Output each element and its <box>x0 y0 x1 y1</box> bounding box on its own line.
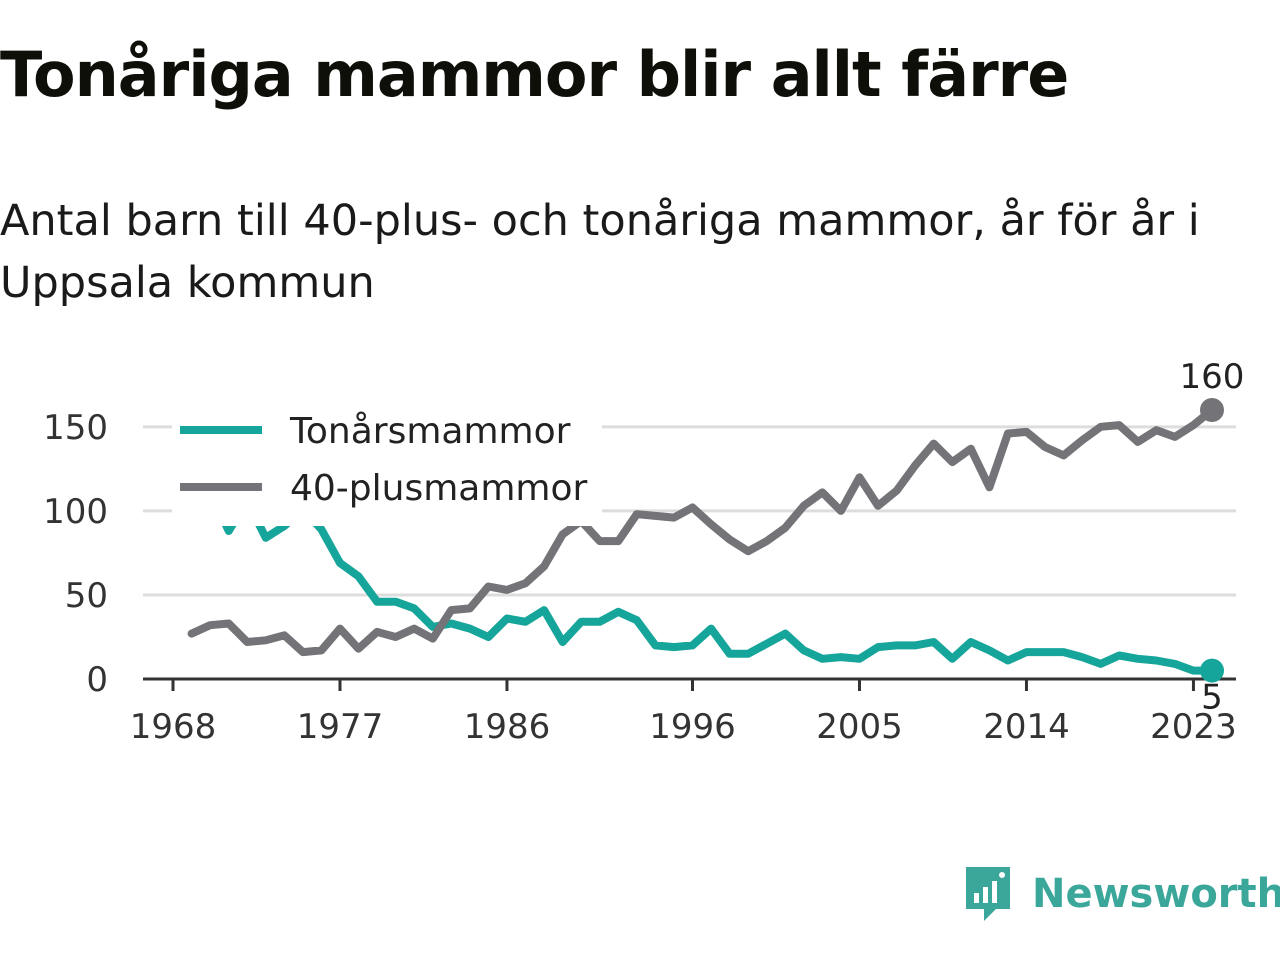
legend-label-forty: 40-plusmammor <box>290 468 588 509</box>
y-tick-label: 150 <box>43 408 108 448</box>
x-tick-label: 2023 <box>1150 707 1237 747</box>
end-label-teen: 5 <box>1201 678 1223 718</box>
chart-title: Tonåriga mammor blir allt färre <box>0 38 1069 111</box>
x-tick-label: 1996 <box>649 707 736 747</box>
end-point-forty <box>1200 398 1224 422</box>
x-tick-labels: 1968 1977 1986 1996 2005 2014 2023 <box>130 707 1237 747</box>
end-point-teen <box>1200 658 1224 683</box>
chart-subtitle: Antal barn till 40-plus- och tonåriga ma… <box>0 196 1200 308</box>
y-tick-label: 100 <box>43 492 108 532</box>
newsworthy-logo-icon <box>966 867 1010 921</box>
x-tick-label: 1968 <box>130 707 217 747</box>
x-tick-label: 1986 <box>464 707 551 747</box>
series-lines <box>187 406 1216 675</box>
series-line-teen <box>187 483 1216 675</box>
y-tick-labels: 0 50 100 150 <box>43 408 108 700</box>
end-points <box>1200 398 1224 683</box>
y-tick-label: 50 <box>65 576 108 616</box>
x-tick-label: 1977 <box>297 707 384 747</box>
y-tick-label: 0 <box>86 660 108 700</box>
x-tick-label: 2005 <box>816 707 903 747</box>
end-label-forty: 160 <box>1180 357 1245 397</box>
legend-background <box>172 396 602 526</box>
series-line-forty <box>187 406 1216 657</box>
legend: Tonårsmammor 40-plusmammor <box>172 396 602 526</box>
x-tick-marks <box>171 679 1195 691</box>
brand: Newsworthy <box>962 862 1280 926</box>
legend-label-teen: Tonårsmammor <box>289 411 571 452</box>
brand-name: Newsworthy <box>1032 871 1280 917</box>
x-tick-label: 2014 <box>983 707 1070 747</box>
